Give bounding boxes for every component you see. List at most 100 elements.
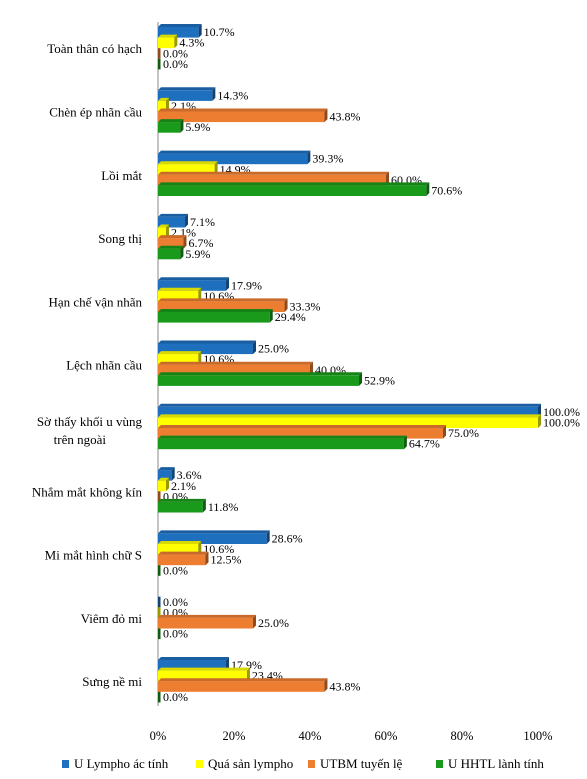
data-label: 0.0%	[163, 46, 188, 60]
bar	[158, 343, 253, 355]
bar-top	[158, 372, 363, 376]
data-label: 4.3%	[179, 36, 204, 50]
data-label: 7.1%	[190, 215, 215, 229]
bar-top	[158, 477, 169, 481]
category-label: Chèn ép nhãn cầu	[49, 105, 142, 120]
bar-top	[158, 403, 541, 407]
data-label: 6.7%	[188, 236, 213, 250]
bar-side	[310, 361, 313, 376]
data-label: 14.3%	[217, 88, 248, 102]
data-label: 0.0%	[163, 595, 188, 609]
bar-top	[158, 530, 270, 534]
bar-side	[284, 298, 288, 312]
bar-side	[184, 213, 188, 228]
bar-top	[158, 277, 230, 281]
bar	[158, 544, 199, 555]
legend-swatch	[308, 760, 315, 768]
category-label: Sưng nề mi	[82, 674, 142, 689]
bar-top	[158, 551, 209, 555]
bar-top	[158, 119, 184, 123]
data-label: 100.0%	[543, 405, 580, 419]
bar	[158, 406, 538, 418]
bar-side	[171, 467, 175, 481]
legend-label: UTBM tuyến lệ	[320, 756, 403, 771]
bar	[158, 501, 203, 513]
x-tick-label: 20%	[223, 729, 246, 743]
bar	[158, 660, 227, 671]
bar	[158, 375, 360, 386]
bar-side	[426, 182, 430, 196]
bar	[158, 628, 161, 640]
bar-side	[253, 614, 256, 629]
bar	[158, 248, 181, 260]
bar-side	[324, 108, 328, 123]
x-tick-label: 100%	[523, 729, 552, 743]
bar-top	[158, 34, 178, 38]
bar-side	[246, 667, 250, 682]
bar-top	[158, 498, 206, 502]
bar-top	[158, 150, 311, 154]
data-label: 12.5%	[211, 553, 242, 567]
legend-label: Quá sản lympho	[208, 756, 293, 771]
legend-label: U Lympho ác tính	[74, 756, 169, 771]
bar-top	[158, 657, 230, 660]
bar	[158, 238, 184, 249]
bar	[158, 90, 213, 101]
bar	[158, 354, 199, 365]
data-label: 43.8%	[329, 110, 360, 124]
bar-top	[158, 298, 288, 302]
bar	[158, 491, 161, 502]
bar-top	[158, 351, 202, 355]
bar-side	[214, 161, 218, 175]
bar-side	[386, 171, 389, 186]
bar	[158, 174, 386, 186]
bar	[158, 480, 166, 492]
bar	[158, 617, 253, 629]
bar-side	[269, 309, 273, 323]
bar	[158, 312, 270, 323]
data-label: 39.3%	[312, 152, 343, 166]
x-tick-label: 80%	[451, 729, 474, 743]
bar	[158, 58, 161, 70]
bar	[158, 122, 181, 133]
bar-top	[158, 467, 175, 471]
bar-side	[198, 24, 202, 38]
bar-side	[443, 425, 446, 439]
bar-side	[198, 287, 202, 302]
bar-top	[158, 171, 389, 175]
bar	[158, 280, 227, 291]
bar-side	[403, 435, 407, 450]
bar	[158, 533, 267, 544]
bar-side	[165, 477, 169, 492]
bar	[158, 164, 215, 175]
bar-side	[212, 87, 216, 101]
data-label: 100.0%	[543, 416, 580, 430]
bar-top	[158, 224, 169, 228]
bar	[158, 417, 538, 428]
bar-top	[158, 245, 184, 249]
category-label: Hạn chế vận nhãn	[49, 294, 143, 309]
data-label: 5.9%	[185, 247, 210, 261]
bar	[158, 565, 161, 576]
bar	[158, 301, 285, 312]
bar	[158, 48, 161, 59]
data-label: 17.9%	[231, 278, 262, 292]
bar-side	[183, 235, 187, 249]
bar-top	[158, 235, 187, 239]
data-label: 3.6%	[177, 468, 202, 482]
category-label: Sờ thấy khối u vùng	[37, 414, 143, 429]
bar	[158, 470, 172, 481]
bar-side	[205, 551, 209, 566]
data-label: 75.0%	[448, 426, 479, 440]
bar	[158, 27, 199, 38]
bar	[158, 111, 325, 123]
bar-top	[158, 309, 273, 312]
bar-top	[158, 435, 407, 439]
data-label: 10.7%	[204, 25, 235, 39]
category-label: Viêm đỏ mi	[81, 611, 143, 626]
bar	[158, 596, 161, 608]
legend-swatch	[196, 760, 203, 768]
x-tick-label: 60%	[375, 729, 398, 743]
bar-side	[165, 97, 169, 112]
